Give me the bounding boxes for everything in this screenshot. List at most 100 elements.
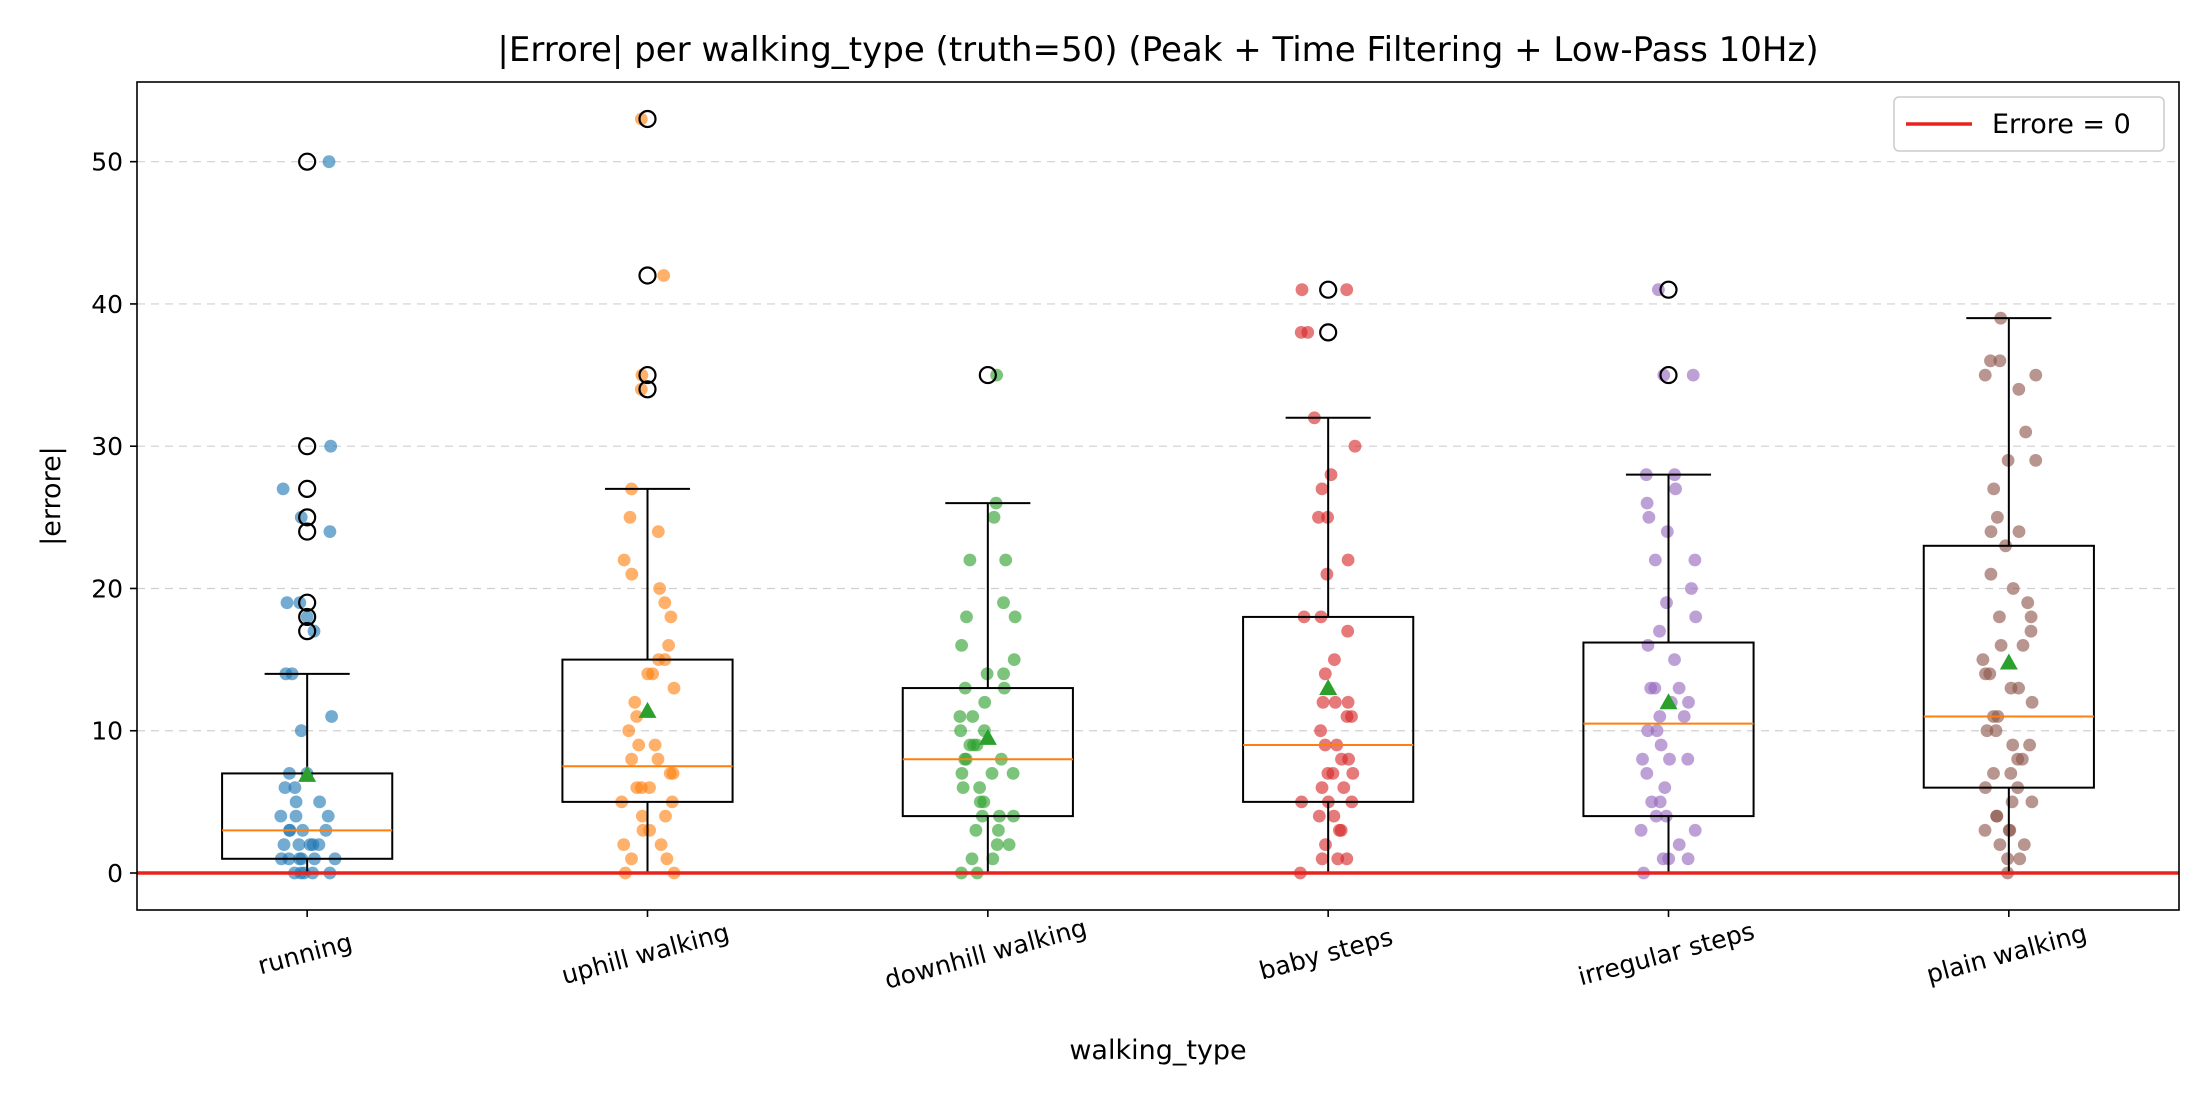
data-point — [1681, 852, 1695, 866]
data-point — [956, 781, 970, 794]
data-point — [1984, 354, 1997, 368]
data-point — [1334, 823, 1348, 837]
data-point — [300, 610, 314, 624]
data-point — [632, 738, 646, 752]
data-point — [1342, 752, 1355, 766]
outlier-marker — [638, 109, 657, 129]
data-point — [1648, 553, 1662, 567]
data-point — [1340, 283, 1354, 297]
data-point — [953, 710, 967, 723]
data-point — [999, 553, 1013, 567]
data-point — [1640, 767, 1654, 780]
data-point — [659, 809, 672, 823]
data-point — [634, 112, 648, 126]
data-point — [1658, 781, 1672, 794]
data-point — [986, 852, 1000, 866]
mean-marker — [1319, 679, 1338, 696]
y-tick-label: 50 — [91, 148, 123, 177]
data-point — [630, 710, 644, 723]
data-point — [985, 767, 999, 780]
data-point — [1672, 838, 1686, 851]
y-axis-title: |errore| — [36, 446, 67, 546]
legend-box — [1893, 96, 2165, 152]
data-point — [1993, 354, 2007, 368]
data-point — [955, 767, 969, 780]
data-point — [1688, 553, 1702, 567]
data-point — [1650, 724, 1664, 738]
data-point — [2005, 795, 2019, 809]
data-point — [1978, 368, 1992, 382]
data-point — [1663, 752, 1676, 766]
mean-marker — [978, 728, 997, 745]
outlier-marker — [298, 593, 317, 612]
data-point — [1657, 368, 1671, 382]
y-tick-label: 10 — [91, 717, 123, 746]
data-point — [280, 596, 294, 610]
outlier-marker — [298, 152, 317, 171]
data-point — [1990, 809, 2004, 823]
data-point — [954, 724, 967, 738]
data-point — [1681, 752, 1695, 766]
data-point — [1331, 852, 1345, 866]
data-point — [277, 838, 291, 851]
data-point — [1328, 695, 1342, 709]
data-point — [628, 695, 642, 709]
data-point — [1991, 510, 2004, 524]
data-point — [278, 781, 292, 794]
data-point — [2012, 525, 2026, 538]
data-point — [1654, 738, 1668, 752]
data-point — [969, 823, 983, 837]
data-point — [1648, 681, 1662, 695]
data-point — [307, 624, 321, 638]
data-point — [1326, 767, 1340, 780]
data-point — [1688, 823, 1702, 837]
data-point — [1994, 639, 2008, 652]
y-tick-label: 40 — [91, 290, 123, 319]
outlier-marker — [1319, 280, 1338, 299]
data-point — [617, 553, 631, 567]
data-point — [955, 639, 968, 652]
data-point — [324, 439, 338, 453]
data-point — [658, 596, 672, 610]
data-point — [1312, 510, 1325, 524]
data-point — [1315, 482, 1329, 496]
data-point — [1653, 624, 1666, 638]
data-point — [1640, 496, 1654, 510]
data-point — [1976, 653, 1990, 666]
data-point — [1987, 482, 2001, 496]
data-point — [1636, 752, 1649, 766]
data-point — [990, 838, 1004, 851]
data-point — [2021, 596, 2035, 610]
data-point — [294, 724, 308, 738]
outlier-marker — [638, 266, 657, 285]
mean-marker — [298, 765, 317, 782]
data-point — [2029, 368, 2043, 382]
data-point — [1340, 710, 1354, 723]
data-point — [1314, 724, 1327, 738]
data-point — [1641, 724, 1655, 738]
data-point — [1341, 553, 1355, 567]
data-point — [323, 525, 337, 538]
data-point — [2024, 610, 2038, 624]
data-point — [966, 710, 980, 723]
data-point — [1980, 724, 1994, 738]
x-axis-title: walking_type — [1069, 1035, 1246, 1066]
data-point — [1315, 781, 1329, 794]
outlier-marker — [298, 622, 317, 641]
data-point — [1327, 809, 1341, 823]
data-point — [1660, 525, 1674, 538]
data-point — [274, 809, 288, 823]
data-point — [292, 838, 306, 851]
data-point — [306, 838, 320, 851]
data-point — [1007, 653, 1021, 666]
data-point — [641, 667, 655, 681]
data-point — [2025, 695, 2039, 709]
data-point — [1312, 809, 1326, 823]
data-point — [2006, 582, 2020, 595]
mean-marker — [1999, 653, 2018, 670]
data-point — [651, 525, 665, 538]
data-point — [2004, 681, 2018, 695]
data-point — [2029, 454, 2043, 467]
outlier-marker — [298, 508, 317, 527]
